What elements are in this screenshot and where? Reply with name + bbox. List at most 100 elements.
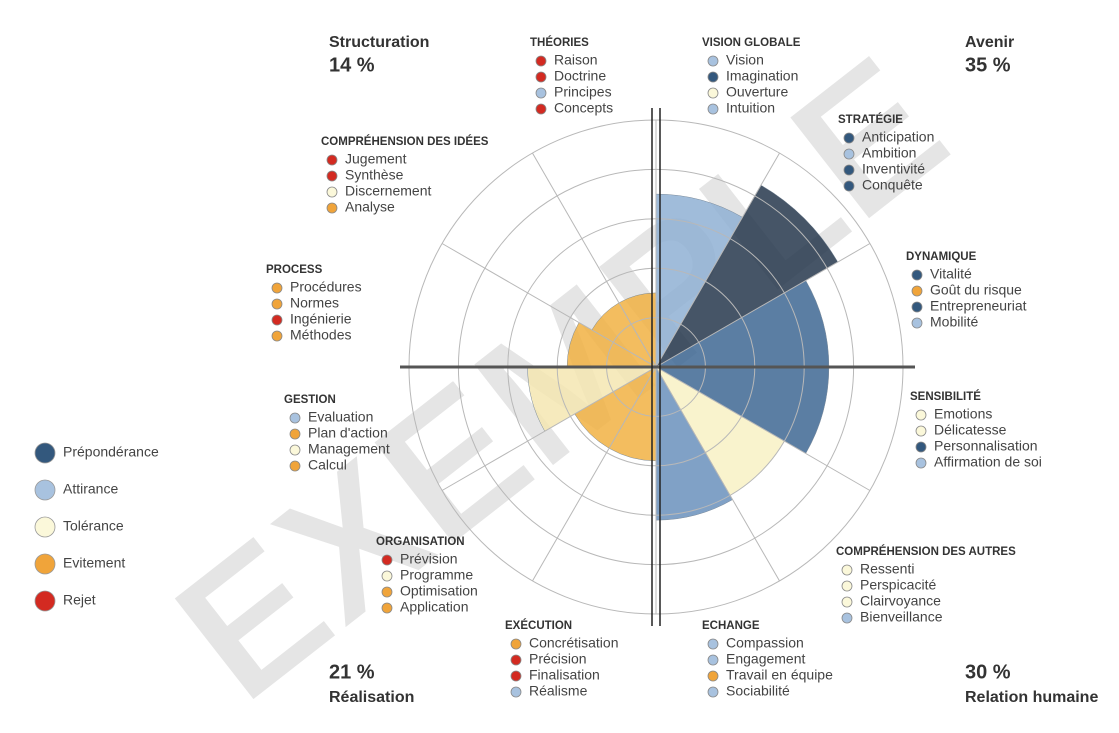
item-label: Application [400,599,469,615]
quadrant-label: Structuration [329,34,429,51]
wedge [655,193,743,368]
item-label: Entrepreneuriat [930,298,1027,314]
item-dot [535,55,547,67]
item-label: Bienveillance [860,609,943,625]
spoke [655,366,871,491]
item-dot [707,55,719,67]
item-dot [381,602,393,614]
legend-label: Tolérance [63,518,124,534]
group-title: EXÉCUTION [505,619,572,632]
group-title: ECHANGE [702,620,760,632]
item-dot [510,654,522,666]
item-label: Analyse [345,199,395,215]
legend-swatch [34,553,56,575]
item-label: Programme [400,567,473,583]
item-label: Conquête [862,177,923,193]
item-dot [841,564,853,576]
item-label: Ouverture [726,84,788,100]
item-label: Délicatesse [934,422,1007,438]
item-dot [915,457,927,469]
item-label: Procédures [290,279,362,295]
item-label: Raison [554,52,598,68]
item-dot [911,317,923,329]
item-dot [911,269,923,281]
item-dot [915,441,927,453]
item-label: Ambition [862,145,916,161]
item-dot [271,330,283,342]
item-label: Goût du risque [930,282,1022,298]
item-label: Plan d'action [308,425,388,441]
item-label: Mobilité [930,314,978,330]
item-dot [843,164,855,176]
item-dot [911,285,923,297]
quadrant-value: 30 % [965,661,1011,683]
item-dot [843,132,855,144]
item-dot [381,586,393,598]
item-label: Anticipation [862,129,934,145]
item-label: Management [308,441,390,457]
item-label: Intuition [726,100,775,116]
item-dot [841,580,853,592]
item-dot [271,298,283,310]
item-dot [915,425,927,437]
item-dot [289,460,301,472]
grid [408,119,904,615]
group-title: PROCESS [266,264,323,276]
item-label: Clairvoyance [860,593,941,609]
group-title: SENSIBILITÉ [910,390,981,403]
item-dot [510,686,522,698]
group-title: THÉORIES [530,36,589,49]
item-label: Imagination [726,68,798,84]
item-label: Concepts [554,100,613,116]
item-dot [843,148,855,160]
item-label: Principes [554,84,612,100]
quadrant-label: Relation humaine [965,689,1098,706]
item-dot [843,180,855,192]
quadrant-value: 35 % [965,54,1011,76]
group-title: STRATÉGIE [838,113,903,126]
spoke [532,152,657,368]
item-label: Discernement [345,183,431,199]
group-title: COMPRÉHENSION DES AUTRES [836,545,1016,558]
item-label: Doctrine [554,68,606,84]
item-label: Calcul [308,457,347,473]
item-dot [707,103,719,115]
item-dot [707,686,719,698]
item-label: Ingénierie [290,311,352,327]
item-label: Réalisme [529,683,588,699]
spoke [655,152,780,368]
item-label: Jugement [345,151,407,167]
item-dot [911,301,923,313]
spoke [441,366,657,491]
group-title: VISION GLOBALE [702,37,801,49]
item-label: Inventivité [862,161,925,177]
item-label: Engagement [726,651,806,667]
item-dot [915,409,927,421]
wedge [655,184,839,368]
item-dot [326,154,338,166]
group-title: ORGANISATION [376,536,465,548]
item-dot [707,638,719,650]
item-dot [707,87,719,99]
item-label: Vision [726,52,764,68]
item-dot [289,412,301,424]
item-dot [326,186,338,198]
item-dot [841,596,853,608]
quadrant-label: Avenir [965,34,1014,51]
item-label: Affirmation de soi [934,454,1042,470]
item-label: Concrétisation [529,635,619,651]
item-dot [326,202,338,214]
item-label: Travail en équipe [726,667,833,683]
item-label: Prévision [400,551,458,567]
item-label: Perspicacité [860,577,936,593]
labels: VISION GLOBALE VisionImaginationOuverture… [34,34,1098,706]
item-label: Synthèse [345,167,404,183]
item-label: Vitalité [930,266,972,282]
wedge [655,366,830,454]
group-title: GESTION [284,394,336,406]
wedge [655,280,830,368]
spoke [532,366,657,582]
item-dot [535,87,547,99]
item-dot [707,670,719,682]
